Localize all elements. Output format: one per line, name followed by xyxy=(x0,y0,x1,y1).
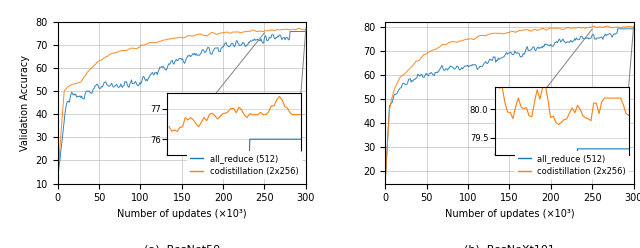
Y-axis label: Validation Accuracy: Validation Accuracy xyxy=(20,55,30,151)
Title: (b)  ResNeXt101: (b) ResNeXt101 xyxy=(464,245,555,248)
X-axis label: Number of updates (×10³): Number of updates (×10³) xyxy=(117,209,246,219)
Title: (a)  ResNet50: (a) ResNet50 xyxy=(143,245,220,248)
Legend: all_reduce (512), codistillation (2x256): all_reduce (512), codistillation (2x256) xyxy=(515,151,629,179)
Legend: all_reduce (512), codistillation (2x256): all_reduce (512), codistillation (2x256) xyxy=(187,151,301,179)
X-axis label: Number of updates (×10³): Number of updates (×10³) xyxy=(445,209,574,219)
